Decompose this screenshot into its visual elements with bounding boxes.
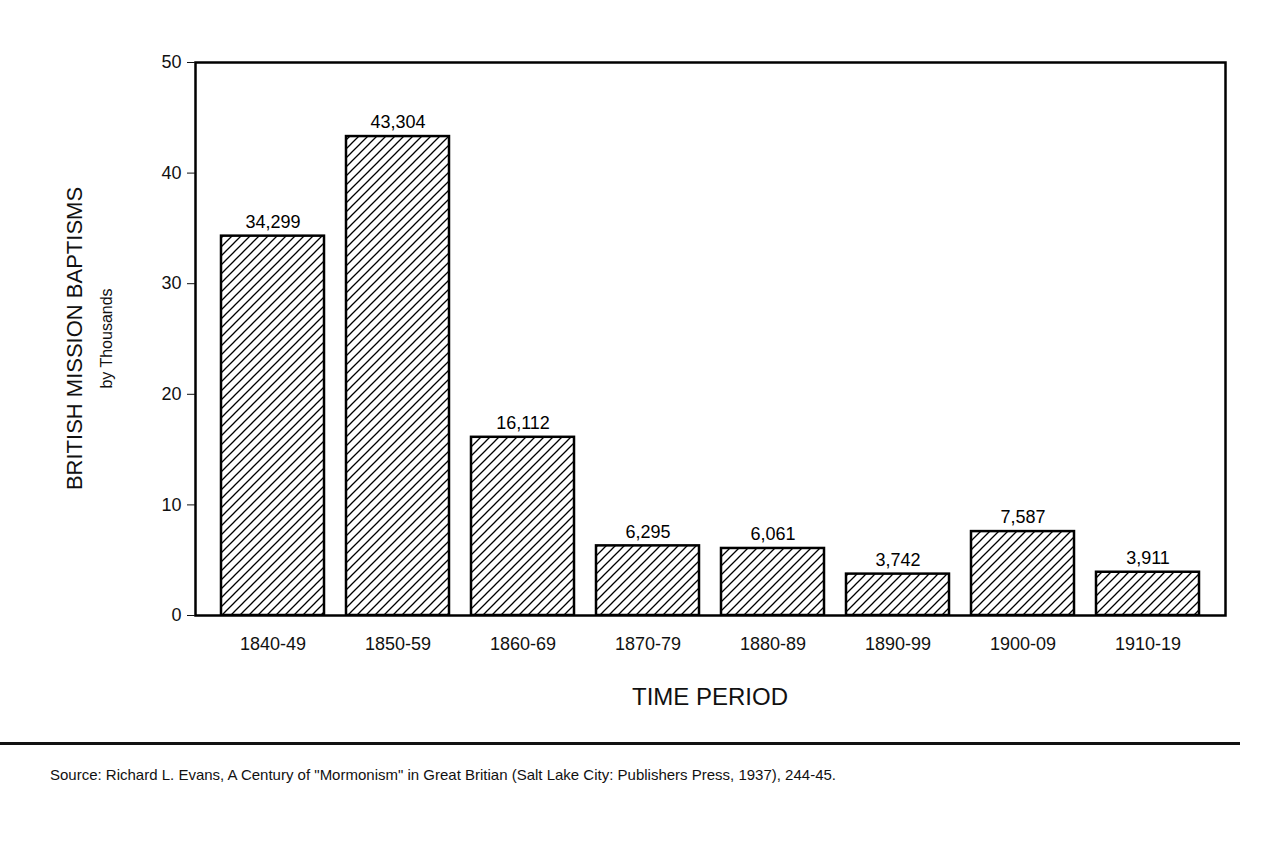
svg-text:1850-59: 1850-59 [365, 634, 431, 654]
svg-text:1890-99: 1890-99 [865, 634, 931, 654]
svg-text:1840-49: 1840-49 [240, 634, 306, 654]
svg-text:1900-09: 1900-09 [990, 634, 1056, 654]
svg-text:6,061: 6,061 [750, 524, 795, 544]
svg-text:3,911: 3,911 [1126, 548, 1170, 568]
svg-text:by Thousands: by Thousands [98, 288, 115, 388]
svg-text:1860-69: 1860-69 [490, 634, 556, 654]
svg-text:20: 20 [161, 384, 181, 404]
svg-text:TIME PERIOD: TIME PERIOD [632, 683, 788, 710]
svg-text:0: 0 [171, 605, 181, 625]
svg-text:6,295: 6,295 [625, 522, 670, 542]
svg-text:43,304: 43,304 [370, 112, 425, 132]
svg-text:7,587: 7,587 [1000, 507, 1045, 527]
svg-text:1870-79: 1870-79 [615, 634, 681, 654]
svg-text:BRITISH MISSION BAPTISMS: BRITISH MISSION BAPTISMS [62, 187, 87, 490]
svg-text:30: 30 [161, 273, 181, 293]
svg-text:16,112: 16,112 [496, 413, 550, 433]
svg-text:40: 40 [161, 163, 181, 183]
svg-text:50: 50 [161, 52, 181, 72]
svg-text:3,742: 3,742 [875, 550, 920, 570]
html-text:Source: Richard L. Evans, A Ce: Source: Richard L. Evans, A Century of "… [50, 766, 836, 783]
svg-text:1910-19: 1910-19 [1115, 634, 1181, 654]
svg-text:10: 10 [161, 495, 181, 515]
svg-text:34,299: 34,299 [245, 212, 300, 232]
svg-text:1880-89: 1880-89 [740, 634, 806, 654]
